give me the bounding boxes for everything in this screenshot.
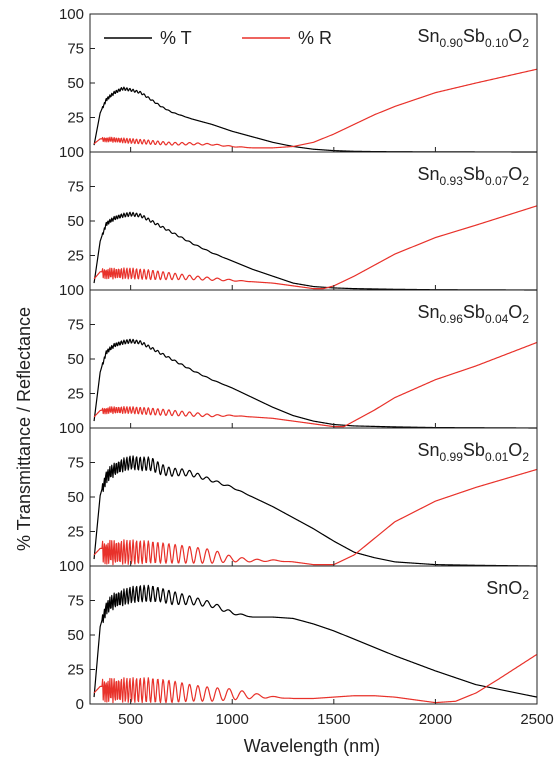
panel-label: Sn0.93Sb0.07O2	[418, 164, 530, 188]
label-text: O	[508, 26, 522, 46]
label-subscript: 0.96	[440, 312, 464, 326]
y-tick-label: 50	[67, 351, 84, 368]
panel-label: Sn0.90Sb0.10O2	[418, 26, 530, 50]
series-reflectance-line	[93, 68, 537, 149]
y-tick-label: 25	[67, 110, 84, 127]
legend-label: % T	[160, 28, 192, 48]
label-text: Sn	[418, 440, 440, 460]
label-text: Sb	[463, 440, 485, 460]
label-text: Sn	[418, 302, 440, 322]
panel-3: 25 50 75 100 Sn0.96Sb0.04O2	[59, 282, 538, 429]
label-text: Sn	[418, 164, 440, 184]
panel-label: Sn0.99Sb0.01O2	[418, 440, 530, 464]
legend-item-reflectance: % R	[242, 28, 332, 48]
y-tick-label: 25	[67, 662, 84, 679]
label-text: SnO	[486, 578, 522, 598]
legend: % T % R	[104, 28, 332, 48]
y-tick-label: 25	[67, 248, 84, 265]
y-tick-label: 100	[59, 420, 84, 437]
label-text: O	[508, 302, 522, 322]
label-subscript: 2	[522, 36, 529, 50]
y-tick-label: 0	[76, 696, 84, 713]
y-axis-label: % Transmittance / Reflectance	[14, 307, 34, 551]
y-tick-label: 25	[67, 524, 84, 541]
series-transmittance-line	[93, 455, 537, 567]
y-tick-label: 100	[59, 282, 84, 299]
y-tick-label: 50	[67, 627, 84, 644]
label-subscript: 0.07	[485, 174, 509, 188]
label-subscript: 2	[522, 450, 529, 464]
legend-item-transmittance: % T	[104, 28, 192, 48]
x-tick-label: 500	[118, 711, 143, 728]
label-subscript: 0.99	[440, 450, 464, 464]
y-tick-label: 50	[67, 75, 84, 92]
y-tick-label: 50	[67, 489, 84, 506]
y-tick-label: 100	[59, 558, 84, 575]
panel-1: 25 50 75 100 Sn0.90Sb0.10O2	[59, 6, 538, 153]
y-tick-label: 75	[67, 179, 84, 196]
y-tick-label: 75	[67, 41, 84, 58]
y-tick-label: 25	[67, 386, 84, 403]
y-tick-label: 75	[67, 455, 84, 472]
label-subscript: 2	[522, 312, 529, 326]
x-tick-label: 2000	[419, 711, 452, 728]
y-tick-label: 75	[67, 317, 84, 334]
series-transmittance-line	[93, 86, 537, 153]
label-subscript: 0.04	[485, 312, 509, 326]
label-text: Sn	[418, 26, 440, 46]
series-reflectance-line	[93, 654, 537, 704]
axis-ticks: 500 1000 1500 2000 2500	[118, 147, 554, 728]
label-subscript: 0.90	[440, 36, 464, 50]
label-subscript: 2	[522, 174, 529, 188]
label-subscript: 0.10	[485, 36, 509, 50]
panel-2: 25 50 75 100 Sn0.93Sb0.07O2	[59, 144, 538, 291]
panel-label: Sn0.96Sb0.04O2	[418, 302, 530, 326]
series-reflectance-line	[93, 205, 537, 290]
label-text: Sb	[463, 26, 485, 46]
label-text: O	[508, 440, 522, 460]
label-subscript: 0.93	[440, 174, 464, 188]
legend-label: % R	[298, 28, 332, 48]
y-tick-label: 100	[59, 6, 84, 23]
label-subscript: 2	[522, 588, 529, 602]
y-tick-label: 50	[67, 213, 84, 230]
label-text: Sb	[463, 302, 485, 322]
x-tick-label: 1000	[216, 711, 249, 728]
panel-4: 25 50 75 100 Sn0.99Sb0.01O2	[59, 420, 538, 567]
label-text: Sb	[463, 164, 485, 184]
series-transmittance-line	[93, 584, 537, 698]
label-text: O	[508, 164, 522, 184]
label-subscript: 0.01	[485, 450, 509, 464]
x-axis-label: Wavelength (nm)	[244, 736, 380, 756]
panel-5: 0 25 50 75 100 SnO2	[59, 558, 538, 713]
x-tick-label: 2500	[520, 711, 553, 728]
panels: 255075100Sn0.90Sb0.10O2255075100Sn0.93Sb…	[59, 6, 538, 713]
y-tick-label: 100	[59, 144, 84, 161]
series-reflectance-line	[93, 342, 537, 428]
panel-label: SnO2	[486, 578, 529, 602]
series-reflectance-line	[93, 468, 537, 566]
y-tick-label: 75	[67, 593, 84, 610]
x-tick-label: 1500	[317, 711, 350, 728]
